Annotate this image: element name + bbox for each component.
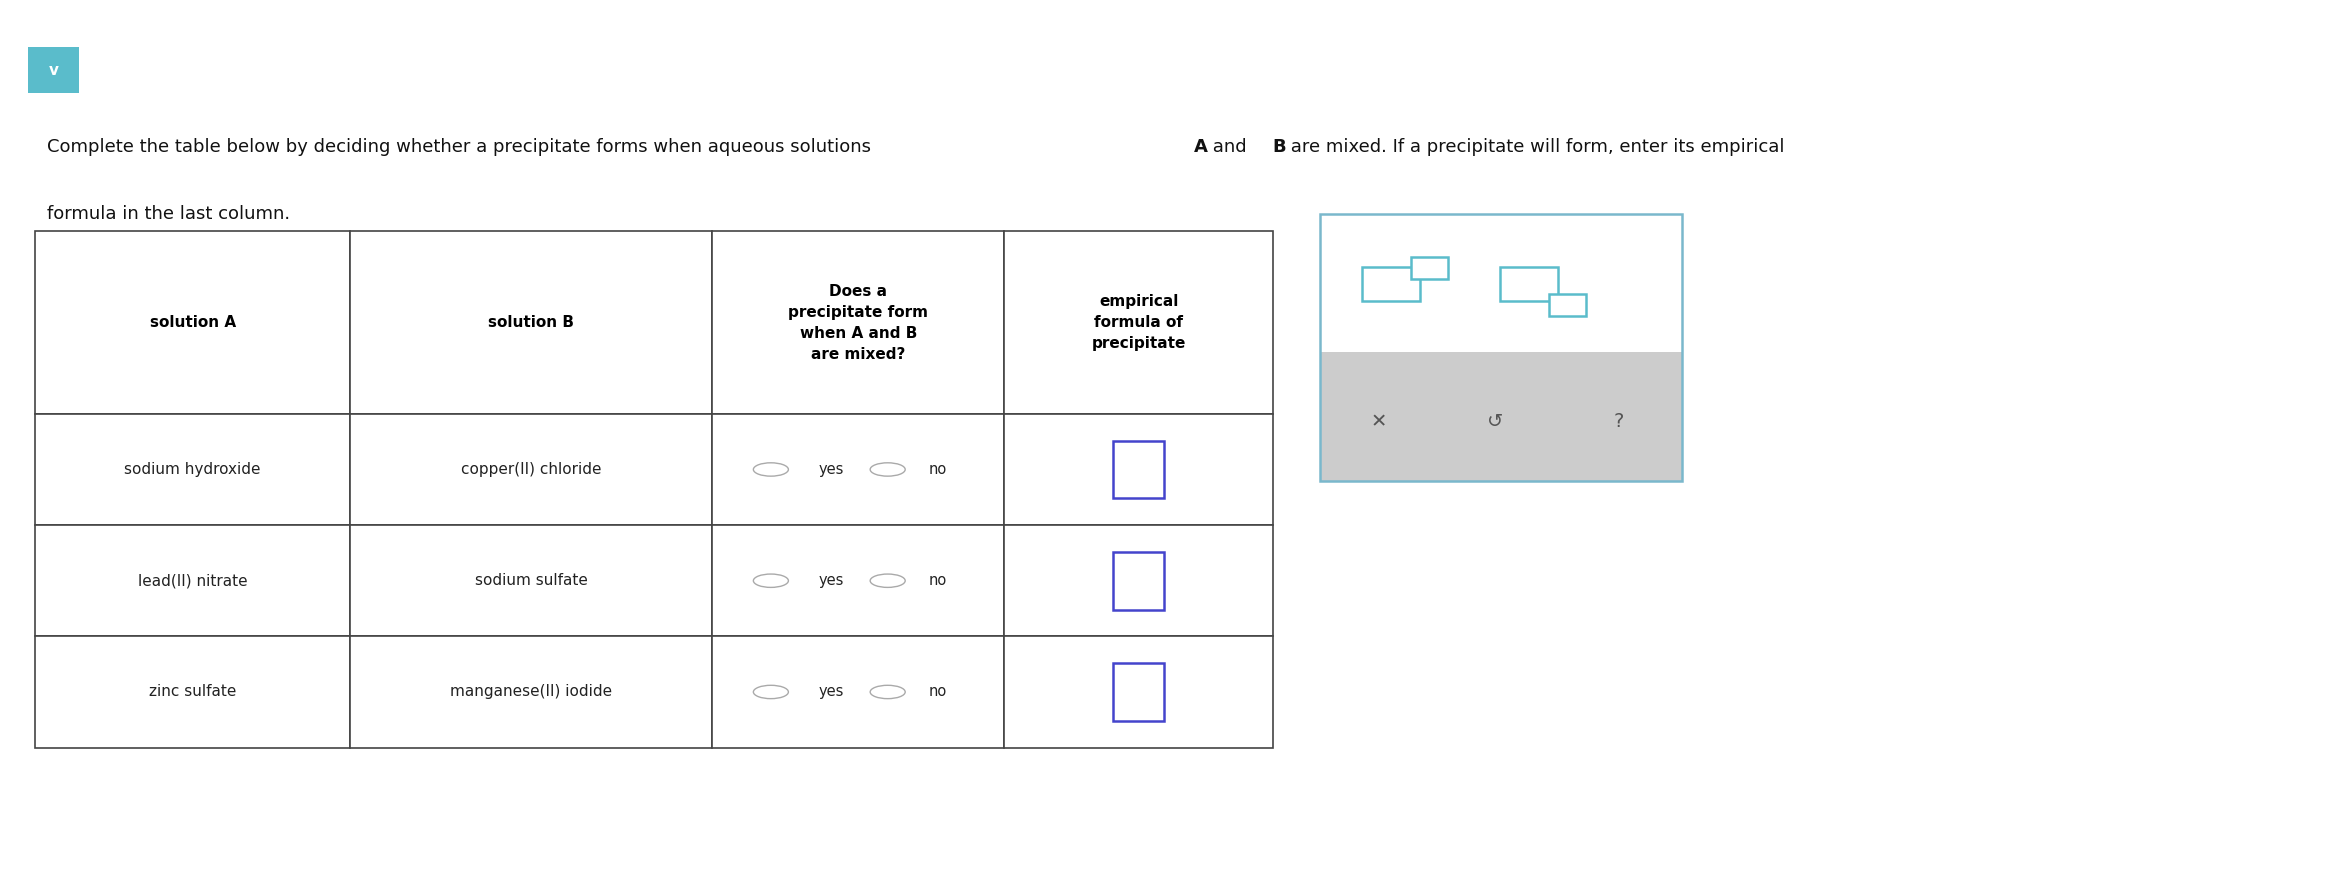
Bar [1320, 352, 1682, 481]
Text: sodium sulfate: sodium sulfate [474, 573, 589, 588]
Bar [35, 414, 350, 525]
Bar [1411, 257, 1448, 279]
Text: are mixed. If a precipitate will form, enter its empirical: are mixed. If a precipitate will form, e… [1285, 138, 1785, 156]
Bar [1112, 441, 1163, 498]
Text: Does a
precipitate form
when A and B
are mixed?: Does a precipitate form when A and B are… [790, 284, 927, 361]
Circle shape [752, 463, 790, 476]
Circle shape [752, 574, 790, 587]
Bar [35, 636, 350, 748]
Bar [1549, 294, 1586, 316]
Bar [28, 47, 79, 93]
Text: solution A: solution A [150, 315, 236, 330]
Bar [1320, 214, 1682, 481]
Circle shape [871, 463, 906, 476]
Bar [350, 231, 712, 414]
Text: ?: ? [1614, 412, 1624, 432]
Text: copper(II) chloride: copper(II) chloride [460, 462, 603, 477]
Circle shape [871, 685, 906, 699]
Bar [35, 525, 350, 636]
Text: solution B: solution B [488, 315, 575, 330]
Circle shape [752, 685, 790, 699]
Bar [1004, 231, 1273, 414]
Text: yes: yes [820, 462, 843, 477]
Text: B: B [1273, 138, 1285, 156]
Text: empirical
formula of
precipitate: empirical formula of precipitate [1091, 294, 1187, 352]
Bar [1004, 525, 1273, 636]
Bar [1112, 552, 1163, 610]
Text: no: no [930, 462, 946, 477]
Text: v: v [49, 63, 58, 77]
Bar [712, 525, 1004, 636]
Text: zinc sulfate: zinc sulfate [150, 684, 236, 700]
Text: sodium hydroxide: sodium hydroxide [124, 462, 262, 477]
Bar [712, 636, 1004, 748]
Bar [712, 231, 1004, 414]
Bar [350, 525, 712, 636]
Circle shape [871, 574, 906, 587]
Bar [1004, 414, 1273, 525]
Bar [350, 636, 712, 748]
Text: Complete the table below by deciding whether a precipitate forms when aqueous so: Complete the table below by deciding whe… [47, 138, 876, 156]
Text: ✕: ✕ [1369, 412, 1388, 432]
Text: no: no [930, 684, 946, 700]
Bar [1500, 267, 1558, 301]
Bar [35, 231, 350, 414]
Bar [1320, 214, 1682, 352]
Text: no: no [930, 573, 946, 588]
Bar [350, 414, 712, 525]
Bar [1004, 636, 1273, 748]
Text: yes: yes [820, 684, 843, 700]
Text: and: and [1208, 138, 1252, 156]
Text: A: A [1194, 138, 1208, 156]
Text: manganese(II) iodide: manganese(II) iodide [451, 684, 612, 700]
Bar [712, 414, 1004, 525]
Bar [1112, 663, 1163, 721]
Bar [1362, 267, 1420, 301]
Text: yes: yes [820, 573, 843, 588]
Text: formula in the last column.: formula in the last column. [47, 205, 290, 222]
Text: lead(II) nitrate: lead(II) nitrate [138, 573, 248, 588]
Text: ↺: ↺ [1486, 412, 1504, 432]
